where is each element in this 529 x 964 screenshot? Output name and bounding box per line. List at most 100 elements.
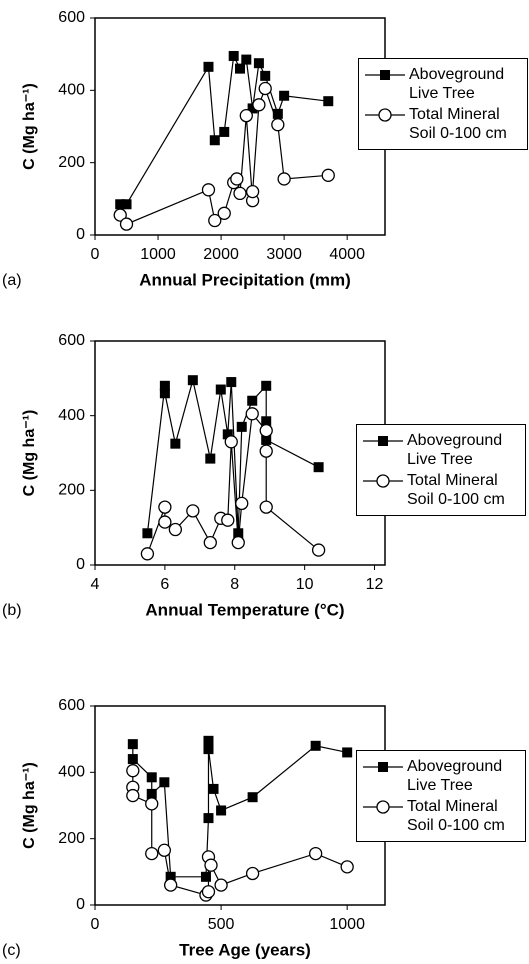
marker-circle: [140, 547, 155, 561]
marker-square: [187, 375, 198, 386]
y-tick-label: 0: [76, 896, 85, 913]
panel-label: (c): [2, 942, 21, 959]
plot-frame: [94, 705, 386, 906]
x-axis-label: Tree Age (years): [179, 940, 311, 959]
marker-square: [378, 762, 388, 772]
marker-square: [165, 871, 176, 882]
marker-circle: [340, 860, 354, 874]
marker-circle: [204, 858, 218, 872]
marker-circle: [259, 423, 273, 438]
marker-circle: [235, 496, 249, 511]
marker-circle: [201, 183, 216, 197]
marker-square: [203, 813, 214, 824]
panel-label: (b): [2, 602, 22, 619]
marker-square: [146, 772, 157, 783]
panel: 0 200 400 600 4 6 8 10 12 Annual Temperature (°C)…: [2, 332, 386, 619]
marker-circle: [378, 108, 392, 122]
marker-circle: [158, 515, 172, 529]
legend-swatch: [365, 108, 405, 122]
marker-square: [226, 377, 237, 388]
marker-square: [170, 438, 181, 449]
marker-circle: [239, 109, 253, 123]
marker-circle: [259, 500, 273, 514]
marker-circle: [258, 81, 272, 96]
y-tick-label: 600: [58, 697, 85, 714]
marker-circle: [201, 885, 216, 899]
legend-swatch: [363, 800, 403, 814]
y-tick-label: 200: [58, 482, 85, 499]
marker-circle: [277, 172, 291, 186]
marker-square: [235, 63, 245, 74]
y-axis-label: C (Mg ha⁻¹): [21, 410, 38, 497]
marker-circle: [126, 764, 140, 778]
marker-square: [115, 199, 126, 210]
marker-square: [380, 70, 390, 80]
marker-circle: [245, 866, 260, 881]
marker-square: [247, 395, 258, 406]
legend-swatch: [363, 436, 403, 446]
marker-circle: [259, 444, 273, 458]
marker-circle: [376, 474, 390, 488]
marker-square: [247, 792, 258, 803]
marker-circle: [245, 407, 259, 421]
marker-square: [127, 739, 138, 750]
panel: 0 200 400 600 0 1000 2000 3000 4000 Annual Precip…: [2, 9, 386, 289]
marker-square: [208, 783, 219, 794]
marker-circle: [208, 213, 222, 228]
marker-circle: [221, 513, 235, 527]
marker-circle: [145, 846, 159, 861]
x-axis-label: Annual Temperature (°C): [145, 600, 344, 619]
marker-square: [261, 416, 272, 427]
marker-square: [203, 735, 214, 746]
marker-square: [121, 199, 132, 210]
marker-square: [228, 50, 239, 61]
legend-label: Total Mineral Soil 0-100 cm: [407, 798, 505, 834]
marker-circle: [214, 878, 228, 892]
legend-swatch: [363, 762, 403, 772]
panel: 0 200 400 600 0 500 1000 Tree Age (years) (c) C (…: [2, 697, 386, 959]
legend: Aboveground Live Tree Total Mineral Soil …: [356, 750, 526, 842]
marker-square: [323, 96, 334, 107]
marker-circle: [233, 186, 247, 201]
marker-circle: [311, 543, 326, 557]
legend: Aboveground Live Tree Total Mineral Soil …: [358, 58, 528, 150]
marker-circle: [217, 206, 231, 220]
marker-circle: [231, 535, 245, 550]
x-axis-label: Annual Precipitation (mm): [139, 270, 351, 289]
x-tick-label: 12: [366, 576, 384, 593]
x-tick-label: 3000: [266, 246, 302, 263]
x-tick-label: 4: [91, 576, 100, 593]
x-tick-label: 500: [208, 916, 235, 933]
marker-square: [310, 740, 321, 751]
marker-circle: [164, 878, 178, 892]
marker-square: [146, 788, 157, 799]
legend-entry: Aboveground Live Tree: [363, 431, 519, 469]
marker-circle: [230, 172, 244, 186]
x-tick-label: 0: [91, 246, 100, 263]
marker-circle: [157, 843, 171, 857]
marker-square: [253, 58, 264, 69]
marker-circle: [252, 98, 266, 112]
marker-square: [209, 135, 220, 146]
marker-square: [203, 744, 214, 755]
marker-circle: [309, 846, 323, 861]
y-axis-label: C (Mg ha⁻¹): [21, 83, 38, 170]
y-axis-label: C (Mg ha⁻¹): [21, 762, 38, 849]
marker-square: [127, 754, 138, 765]
x-tick-label: 4000: [329, 246, 365, 263]
marker-circle: [203, 535, 217, 550]
marker-square: [142, 528, 153, 539]
series-line: [146, 380, 319, 534]
y-tick-label: 400: [58, 407, 85, 424]
marker-circle: [119, 217, 134, 231]
marker-square: [159, 380, 170, 391]
y-tick-label: 200: [58, 830, 85, 847]
y-tick-label: 600: [58, 332, 85, 349]
marker-square: [222, 429, 233, 440]
marker-circle: [224, 435, 238, 449]
plot-frame: [94, 17, 386, 236]
marker-square: [272, 108, 283, 119]
marker-circle: [145, 797, 159, 811]
